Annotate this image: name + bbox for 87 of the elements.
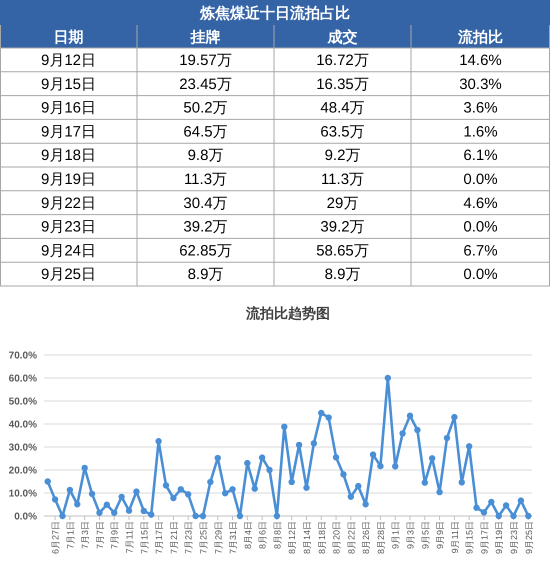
x-tick-label: 9月1日 xyxy=(390,521,401,550)
x-tick-label: 8月26日 xyxy=(361,521,372,554)
x-tick-label: 8月28日 xyxy=(376,521,386,554)
data-label: 16.35万 xyxy=(316,76,369,93)
x-tick-label: 8月22日 xyxy=(346,521,356,554)
data-label: 39.2万 xyxy=(183,218,228,236)
y-tick-label: 20.0% xyxy=(8,466,38,476)
data-label: 50.2万 xyxy=(183,100,228,117)
category-label: 9月25日 xyxy=(40,266,96,284)
data-label: 58.65万 xyxy=(316,242,369,260)
x-tick-label: 9月9日 xyxy=(435,521,446,550)
x-tick-label: 7月7日 xyxy=(94,521,105,550)
text: 炼焦煤近十日流拍占比 xyxy=(199,4,350,22)
data-label: 8.9万 xyxy=(188,266,224,284)
category-label: 9月19日 xyxy=(40,171,96,188)
x-tick-label: 7月25日 xyxy=(198,521,208,554)
x-tick-label: 8月18日 xyxy=(316,521,327,554)
data-label: 48.4万 xyxy=(320,100,365,117)
data-label: 23.45万 xyxy=(179,76,232,93)
data-label: 39.2万 xyxy=(320,218,365,236)
x-tick-label: 7月9日 xyxy=(110,521,120,550)
x-tick-label: 7月23日 xyxy=(184,521,194,554)
data-label: 4.6% xyxy=(463,194,498,212)
x-tick-label: 8月12日 xyxy=(287,521,298,554)
data-label: 1.6% xyxy=(463,123,498,140)
data-label: 0.0% xyxy=(463,171,498,188)
x-tick-label: 7月29日 xyxy=(213,521,224,554)
data-label: 29万 xyxy=(326,194,358,212)
x-tick-label: 9月3日 xyxy=(406,521,416,550)
y-tick-label: 10.0% xyxy=(8,488,38,500)
data-label: 30.4万 xyxy=(183,194,228,212)
category-label: 9月17日 xyxy=(40,123,96,140)
category-label: 9月16日 xyxy=(40,100,96,117)
category-label: 9月15日 xyxy=(40,76,96,93)
y-tick-label: 40.0% xyxy=(8,420,38,430)
x-tick-label: 9月17日 xyxy=(479,521,490,554)
data-label: 64.5万 xyxy=(183,123,228,140)
data-label: 8.9万 xyxy=(324,266,360,284)
x-tick-label: 8月20日 xyxy=(332,521,342,554)
x-tick-label: 8月8日 xyxy=(272,521,282,550)
y-tick-label: 0.0% xyxy=(14,512,38,522)
category-label: 9月12日 xyxy=(40,52,96,69)
x-tick-label: 8月6日 xyxy=(258,521,268,550)
x-tick-label: 7月11日 xyxy=(124,521,135,554)
data-label: 30.3% xyxy=(459,76,502,93)
data-label: 11.3万 xyxy=(184,171,228,188)
y-tick-label: 30.0% xyxy=(8,442,38,454)
x-tick-label: 9月23日 xyxy=(509,521,520,554)
data-label: 6.1% xyxy=(463,147,498,164)
data-label: 9.2万 xyxy=(324,147,360,164)
data-label: 62.85万 xyxy=(179,242,232,260)
x-tick-label: 8月4日 xyxy=(242,521,253,550)
x-tick-label: 9月15日 xyxy=(464,521,475,554)
x-tick-label: 7月1日 xyxy=(65,521,76,550)
data-label: 16.72万 xyxy=(316,52,369,69)
data-label: 6.7% xyxy=(463,242,498,260)
y-tick-label: 50.0% xyxy=(8,396,38,408)
category-label: 9月23日 xyxy=(40,218,96,236)
data-label: 14.6% xyxy=(459,52,502,69)
x-tick-label: 9月25日 xyxy=(524,521,534,554)
data-label: 11.3万 xyxy=(320,171,364,188)
chart-title: 流拍比趋势图 xyxy=(245,305,330,322)
y-tick-label: 60.0% xyxy=(8,374,38,384)
x-tick-label: 9月19日 xyxy=(494,521,504,554)
data-label: 9.8万 xyxy=(188,147,224,164)
y-tick-label: 70.0% xyxy=(8,350,38,362)
text: 挂牌 xyxy=(190,28,220,46)
text: 成交 xyxy=(326,28,358,46)
text: 流拍比 xyxy=(457,28,503,46)
x-tick-label: 9月11日 xyxy=(450,521,460,554)
x-tick-label: 7月17日 xyxy=(154,521,164,554)
category-label: 9月18日 xyxy=(40,147,96,164)
x-tick-label: 8月14日 xyxy=(302,521,312,554)
data-label: 0.0% xyxy=(463,218,498,236)
x-tick-label: 6月27日 xyxy=(50,521,61,554)
x-tick-label: 9月5日 xyxy=(420,521,430,550)
data-label: 3.6% xyxy=(463,100,498,117)
category-label: 9月24日 xyxy=(40,242,96,260)
x-tick-label: 7月21日 xyxy=(168,521,179,554)
category-label: 9月22日 xyxy=(40,194,96,212)
x-tick-label: 7月15日 xyxy=(139,521,150,554)
x-tick-label: 7月31日 xyxy=(228,521,238,554)
data-label: 0.0% xyxy=(463,266,498,284)
x-tick-label: 7月3日 xyxy=(80,521,90,550)
text: 日期 xyxy=(54,28,84,46)
data-label: 19.57万 xyxy=(179,52,232,69)
data-label: 63.5万 xyxy=(320,123,365,140)
